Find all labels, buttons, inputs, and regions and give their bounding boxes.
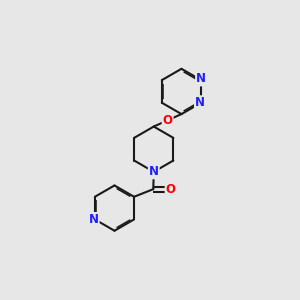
Text: N: N bbox=[149, 165, 159, 178]
Text: N: N bbox=[196, 73, 206, 85]
Text: N: N bbox=[195, 96, 205, 109]
Text: O: O bbox=[163, 114, 172, 127]
Text: N: N bbox=[89, 213, 99, 226]
Text: O: O bbox=[166, 183, 176, 196]
